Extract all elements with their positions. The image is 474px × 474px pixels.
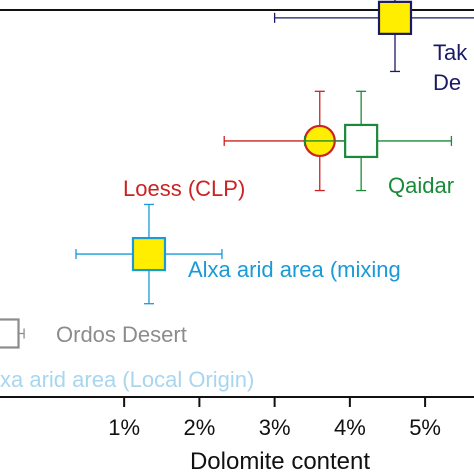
x-tick-label: 3%: [259, 415, 291, 440]
point-label-taklimakan: De: [433, 70, 461, 95]
x-tick-label: 2%: [183, 415, 215, 440]
point-label-qaidam: Qaidar: [388, 173, 454, 198]
x-axis-title: Dolomite content: [190, 448, 370, 474]
x-tick-label: 1%: [108, 415, 140, 440]
point-marker-square: [344, 123, 379, 159]
point-marker-square: [0, 318, 20, 349]
point-marker-square: [131, 236, 167, 272]
data-points: [0, 0, 474, 349]
point-qaidam: [304, 90, 453, 192]
point-label-alxa_local: xa arid area (Local Origin): [0, 367, 254, 392]
x-ticks: 1% 2% 3% 4% 5%: [108, 397, 441, 440]
x-tick-label: 5%: [409, 415, 441, 440]
x-tick-label: 4%: [334, 415, 366, 440]
point-label-ordos: Ordos Desert: [56, 322, 187, 347]
point-label-loess: Loess (CLP): [123, 176, 245, 201]
point-taklimakan: [273, 0, 474, 73]
point-label-taklimakan: Tak: [433, 40, 468, 65]
point-ordos: [0, 318, 25, 349]
point-alxa_mixing: [75, 203, 223, 305]
point-marker-square: [377, 0, 413, 35]
point-label-alxa_mixing: Alxa arid area (mixing: [188, 257, 401, 282]
point-labels: Tak De Loess (CLP) Qaidar Alxa arid area (mi…: [0, 40, 468, 392]
